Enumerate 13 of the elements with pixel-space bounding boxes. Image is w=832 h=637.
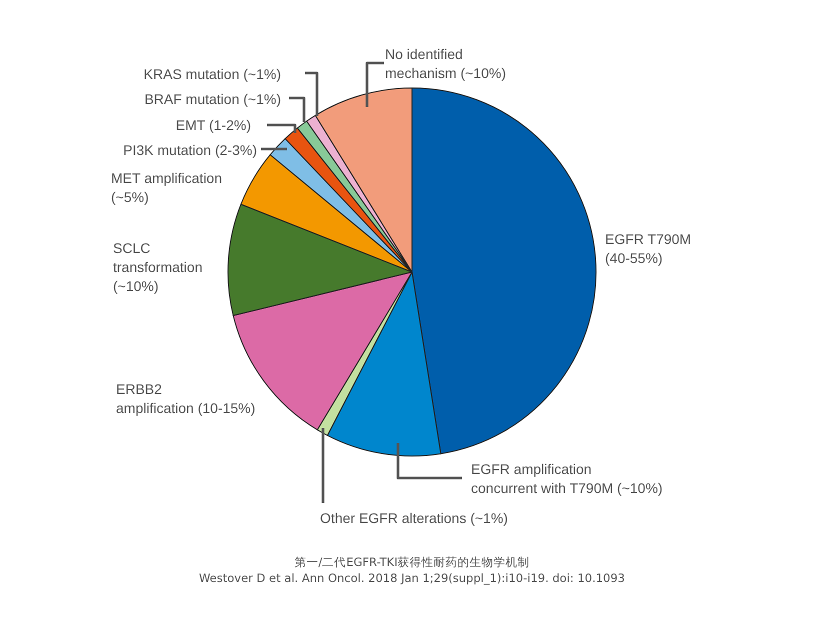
slice-label: Other EGFR alterations (~1%) — [320, 510, 508, 526]
text: Westover D et al. Ann Oncol. 2018 Jan 1;29(suppl_1):i10-i19. doi: 10.1093 — [198, 571, 626, 585]
slice-label: PI3K mutation (2-3%) — [123, 142, 257, 158]
text: 第一/二代EGFR-TKI获得性耐药的生物学机制 — [294, 555, 530, 569]
slice-label: EGFR T790M (40-55%) — [605, 231, 692, 266]
slice-label: No identified mechanism (~10%) — [385, 46, 506, 81]
slice-label: SCLC transformation (~10%) — [113, 240, 202, 294]
slice-label: BRAF mutation (~1%) — [144, 91, 281, 107]
slice-label: EMT (1-2%) — [176, 117, 251, 133]
slice-label: KRAS mutation (~1%) — [144, 66, 281, 82]
slice-label: ERBB2 amplification (10-15%) — [116, 381, 256, 416]
slice-label: EGFR amplification concurrent with T790M (~10%) — [471, 461, 663, 496]
slice-label: MET amplification (~5%) — [111, 170, 222, 205]
